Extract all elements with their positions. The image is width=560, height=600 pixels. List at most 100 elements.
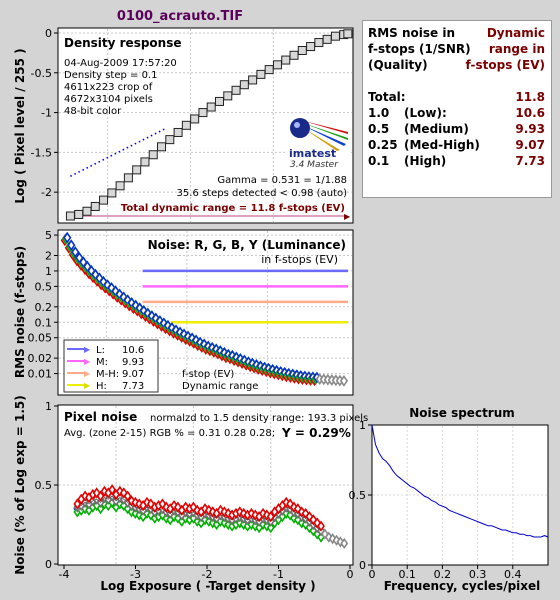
density-step-22 [248, 75, 258, 85]
spectrum-xticks: 0 0.1 0.2 0.3 0.4 [369, 565, 522, 581]
summary-row-high: 0.1 (High) 7.73 [368, 153, 545, 169]
pixel-point-Y-69 [340, 537, 349, 550]
summary-row-high-key: 0.1 [368, 154, 390, 168]
summary-header-right: Dynamic range in f-stops (EV) [466, 25, 545, 73]
spectrum-yticks: 10.50 [349, 419, 372, 572]
summary-row-high-value: 7.73 [515, 154, 545, 168]
density-info-3: 4672x3104 pixels [64, 94, 153, 105]
summary-row-medium-desc: (Medium) [404, 122, 469, 136]
noise-ytick-label-8: 0.01 [28, 368, 53, 381]
svg-text:▶: ▶ [84, 369, 91, 378]
noise-ytick-label-2: 1 [45, 265, 52, 278]
summary-row-low-key: 1.0 [368, 106, 390, 120]
density-ytick-label-1: -0.5 [31, 67, 52, 80]
density-ylabel: Log ( Pixel level / 255 ) [13, 48, 27, 203]
pixel-point-G-58 [297, 517, 306, 529]
pixel-grid [59, 406, 352, 564]
density-step-30 [314, 38, 324, 48]
summary-row-medhigh-key: 0.25 [368, 138, 398, 152]
legend-item-mh: ▶ M-H: 9.07 [67, 369, 144, 380]
pixel-marks [73, 484, 349, 550]
noise-ytick-label-4: 0.2 [35, 301, 53, 314]
noise-yticks: 5 2 1 0.5 0.2 0.1 0.05 0.02 0.01 [28, 229, 58, 381]
density-step-29 [306, 42, 316, 52]
density-step-16 [198, 108, 208, 118]
density-step-27 [289, 50, 299, 60]
density-step-5 [107, 188, 117, 198]
pixel-point-G-16 [135, 509, 144, 521]
pixel-xtick-label-0: -4 [59, 568, 70, 581]
density-ytick-label-3: -1.5 [31, 146, 52, 159]
legend-item-h: ▶ H: 7.73 [67, 381, 144, 392]
legend-h-label: H: [96, 381, 107, 392]
density-step-20 [231, 85, 241, 95]
legend-l-value: 10.6 [122, 345, 144, 356]
density-step-34 [343, 29, 353, 39]
density-step-0 [65, 211, 75, 221]
summary-total-label: Total: [368, 90, 406, 104]
pixel-point-R-42 [235, 506, 244, 518]
spec-xtick-label-4: 0.4 [504, 568, 522, 581]
density-step-19 [223, 91, 233, 101]
legend-item-l: ▶ L: 10.6 [67, 345, 144, 356]
pixel-point-Y-66 [328, 533, 337, 545]
steps-text: 35.6 steps detected < 0.98 (auto) [177, 188, 348, 199]
spec-xtick-label-0: 0 [369, 568, 376, 581]
noise-ytick-label-1: 2 [45, 249, 52, 262]
legend-h-value: 7.73 [122, 381, 144, 392]
summary-header-left-1: f-stops (1/SNR) [368, 42, 471, 56]
noise-legend: ▶ L: 10.6 ▶ M: 9.93 ▶ M-H: 9.07 ▶ H: 7.7… [63, 339, 159, 393]
legend-item-m: ▶ M: 9.93 [67, 357, 144, 368]
density-step-21 [239, 80, 249, 90]
noise-ytick-label-0: 5 [45, 229, 52, 242]
pixel-point-R-9 [108, 484, 117, 496]
pixel-point-R-11 [115, 485, 124, 497]
summary-row-low-value: 10.6 [515, 106, 545, 120]
legend-mh-value: 9.07 [122, 369, 144, 380]
spec-ytick-label-0: 1 [359, 419, 366, 432]
noise-point-2-2 [71, 246, 80, 258]
density-info-4: 48-bit color [64, 106, 122, 117]
summary-row-medhigh-desc: (Med-High) [404, 138, 480, 152]
pixel-noise-avg: Avg. (zone 2-15) RGB % = 0.31 0.28 0.28; [64, 428, 275, 439]
pixel-point-R-39 [224, 507, 233, 520]
pixel-point-G-39 [224, 518, 233, 531]
pixel-point-R-35 [208, 506, 217, 518]
legend-note-dr: Dynamic range [182, 381, 258, 392]
summary-header-right-2: f-stops (EV) [465, 58, 545, 72]
pixel-point-R-54 [282, 496, 291, 508]
density-step-28 [297, 46, 307, 56]
pixel-point-R-49 [262, 509, 271, 521]
pixel-ytick-label-0: 1 [45, 400, 52, 413]
legend-mh-label: M-H: [96, 369, 119, 380]
pixel-point-R-63 [317, 520, 325, 532]
svg-text:▶: ▶ [84, 345, 91, 354]
summary-row-low-desc: (Low): [404, 106, 447, 120]
pixel-line-Y [77, 495, 322, 532]
density-info-0: 04-Aug-2009 17:57:20 [64, 58, 177, 69]
noise-ytick-label-3: 0.5 [35, 280, 53, 293]
spec-xtick-label-1: 0.1 [398, 568, 416, 581]
summary-row-medium: 0.5 (Medium) 9.93 [368, 121, 545, 137]
svg-text:▶: ▶ [84, 381, 91, 390]
pixel-point-G-50 [266, 522, 275, 534]
density-info-2: 4611x223 crop of [64, 82, 153, 93]
pixel-point-Y-68 [336, 536, 345, 548]
summary-total-row: Total: 11.8 [368, 89, 545, 105]
summary-box: RMS noise in f-stops (1/SNR) (Quality) D… [362, 20, 552, 198]
legend-m-value: 9.93 [122, 357, 144, 368]
spec-ytick-label-2: 0 [359, 559, 366, 572]
spectrum-marks [371, 424, 549, 538]
spec-xtick-label-3: 0.3 [469, 568, 487, 581]
pixel-noise-y: Y = 0.29% [281, 426, 351, 440]
noise-fstop-title: Noise: R, G, B, Y (Luminance) [148, 238, 346, 252]
density-step-13 [173, 127, 183, 137]
legend-l-label: L: [96, 345, 105, 356]
legend-note-fstop: f-stop (EV) [182, 369, 234, 380]
pixel-point-R-13 [123, 490, 132, 502]
pixel-point-G-6 [96, 503, 105, 515]
pixel-point-G-42 [235, 517, 244, 529]
summary-header-left-2: (Quality) [368, 58, 428, 72]
summary-header-right-0: Dynamic [486, 26, 545, 40]
